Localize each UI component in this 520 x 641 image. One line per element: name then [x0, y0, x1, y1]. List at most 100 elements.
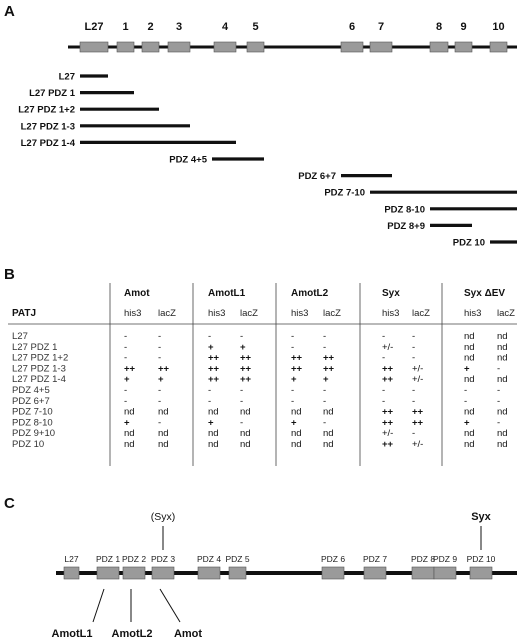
table-cell: + — [240, 342, 246, 353]
table-cell: +/- — [382, 428, 393, 439]
domain-box-5 — [246, 41, 265, 53]
panel-c: C L27 PDZ 1 PDZ 2 PDZ 3 PDZ 4 PDZ 5 PDZ 6 PDZ 7… — [4, 495, 517, 640]
table-cell: nd — [464, 331, 475, 342]
table-cell: +/- — [412, 374, 423, 385]
table-cell: nd — [497, 439, 508, 450]
table-cell: ++ — [382, 439, 394, 450]
top-callout-label: Syx — [471, 511, 491, 523]
c-domain-label: PDZ 5 — [225, 554, 249, 564]
table-cell: ++ — [382, 417, 394, 428]
bottom-callout-line — [159, 588, 181, 623]
construct-l27-pdz-1-3: L27 PDZ 1-3 — [21, 121, 190, 132]
c-domain-label: PDZ 4 — [197, 554, 221, 564]
domain-label-2: 2 — [147, 21, 153, 33]
table-cell: + — [124, 417, 130, 428]
group-header-amotl1: AmotL1 — [208, 288, 246, 299]
c-domain-box — [321, 566, 345, 580]
table-row: L27 PDZ 1-4 + + ++ ++ + + ++ +/- nd nd — [12, 374, 508, 385]
c-domain-pdz-9: PDZ 9 — [433, 554, 457, 580]
table-cell: - — [323, 331, 326, 342]
domain-box-4 — [213, 41, 237, 53]
table-cell: nd — [497, 428, 508, 439]
table-cell: + — [464, 363, 470, 374]
table-cell: - — [412, 385, 415, 396]
table-cell: nd — [497, 353, 508, 364]
construct-label: PDZ 7-10 — [324, 188, 365, 199]
table-cell: + — [291, 417, 297, 428]
table-headers: Amot his3 lacZ AmotL1 his3 lacZ AmotL2 his3 lacZ… — [124, 288, 515, 319]
c-domain-pdz-8: PDZ 8 — [411, 554, 435, 580]
group-header-syx-ev: Syx ΔEV — [464, 288, 505, 299]
table-row: PDZ 8-10 + - + - + - ++ ++ + - — [12, 417, 500, 428]
construct-l27-pdz-1-4: L27 PDZ 1-4 — [21, 138, 236, 149]
c-domain-box — [228, 566, 247, 580]
table-cell: ++ — [291, 353, 303, 364]
table-row: PDZ 9+10 nd nd nd nd nd nd +/- - nd nd — [12, 428, 508, 439]
construct-l27: L27 — [59, 72, 108, 83]
panel-c-domains: L27 PDZ 1 PDZ 2 PDZ 3 PDZ 4 PDZ 5 PDZ 6 PDZ 7 PD… — [63, 554, 496, 580]
table-cell: nd — [158, 428, 169, 439]
subheader-lacz: lacZ — [412, 308, 430, 319]
domain-box-1 — [116, 41, 135, 53]
table-cell: +/- — [412, 439, 423, 450]
table-cell: nd — [464, 374, 475, 385]
table-cell: - — [497, 417, 500, 428]
table-cell: ++ — [240, 374, 252, 385]
table-cell: ++ — [158, 363, 170, 374]
panel-c-callouts: (Syx) Syx AmotL1 AmotL2 Amot — [52, 511, 492, 640]
domain-label-3: 3 — [176, 21, 182, 33]
c-domain-box — [151, 566, 175, 580]
subheader-lacz: lacZ — [158, 308, 176, 319]
table-cell: nd — [240, 428, 251, 439]
table-cell: nd — [208, 407, 219, 418]
bottom-callout-line — [92, 588, 105, 623]
table-cell: - — [497, 385, 500, 396]
domain-box-2 — [141, 41, 160, 53]
table-cell: - — [124, 353, 127, 364]
construct-l27-pdz-1: L27 PDZ 1 — [29, 88, 134, 99]
table-row: L27 - - - - - - - - nd nd — [12, 331, 508, 342]
table-cell: - — [323, 385, 326, 396]
table-cell: - — [291, 396, 294, 407]
table-row: PDZ 7-10 nd nd nd nd nd nd ++ ++ nd nd — [12, 407, 508, 418]
table-cell: +/- — [382, 342, 393, 353]
table-cell: - — [382, 353, 385, 364]
table-cell: nd — [291, 428, 302, 439]
table-row: L27 PDZ 1-3 ++ ++ ++ ++ ++ ++ ++ +/- + - — [12, 363, 500, 374]
panel-a: A L27 1 2 3 4 5 6 7 8 9 10 L27 L27 PDZ 1 L27 PDZ 1+2… — [4, 3, 517, 249]
table-cell: nd — [158, 407, 169, 418]
table-cell: - — [124, 342, 127, 353]
subheader-his3: his3 — [124, 308, 141, 319]
table-cell: - — [240, 417, 243, 428]
bottom-callout-amotl1: AmotL1 — [52, 588, 105, 640]
panel-a-constructs: L27 L27 PDZ 1 L27 PDZ 1+2 L27 PDZ 1-3 L27 PD… — [18, 72, 517, 249]
construct-label: L27 PDZ 1+2 — [18, 105, 75, 116]
table-cell: ++ — [412, 407, 424, 418]
construct-label: PDZ 4+5 — [169, 155, 207, 166]
construct-label: PDZ 8-10 — [384, 204, 425, 215]
row-label: L27 PDZ 1 — [12, 342, 57, 353]
table-cell: nd — [208, 439, 219, 450]
table-cell: - — [208, 331, 211, 342]
subheader-his3: his3 — [291, 308, 308, 319]
table-row: PDZ 10 nd nd nd nd nd nd ++ +/- nd nd — [12, 439, 508, 450]
table-cell: - — [412, 428, 415, 439]
construct-pdz-4-5: PDZ 4+5 — [169, 155, 264, 166]
table-cell: nd — [464, 342, 475, 353]
table-cell: nd — [323, 407, 334, 418]
table-cell: - — [497, 396, 500, 407]
table-cell: - — [412, 353, 415, 364]
domain-box-l27 — [79, 41, 109, 53]
table-cell: - — [323, 417, 326, 428]
c-domain-box — [197, 566, 221, 580]
domain-label-7: 7 — [378, 21, 384, 33]
domain-label-10: 10 — [492, 21, 504, 33]
table-cell: nd — [240, 439, 251, 450]
table-cell: nd — [497, 342, 508, 353]
c-domain-box — [96, 566, 120, 580]
table-cell: ++ — [240, 353, 252, 364]
table-cell: - — [158, 353, 161, 364]
panel-b: B PATJ Amot his3 lacZ AmotL1 his3 lacZ AmotL2 h… — [4, 266, 517, 466]
c-domain-label: PDZ 8 — [411, 554, 435, 564]
